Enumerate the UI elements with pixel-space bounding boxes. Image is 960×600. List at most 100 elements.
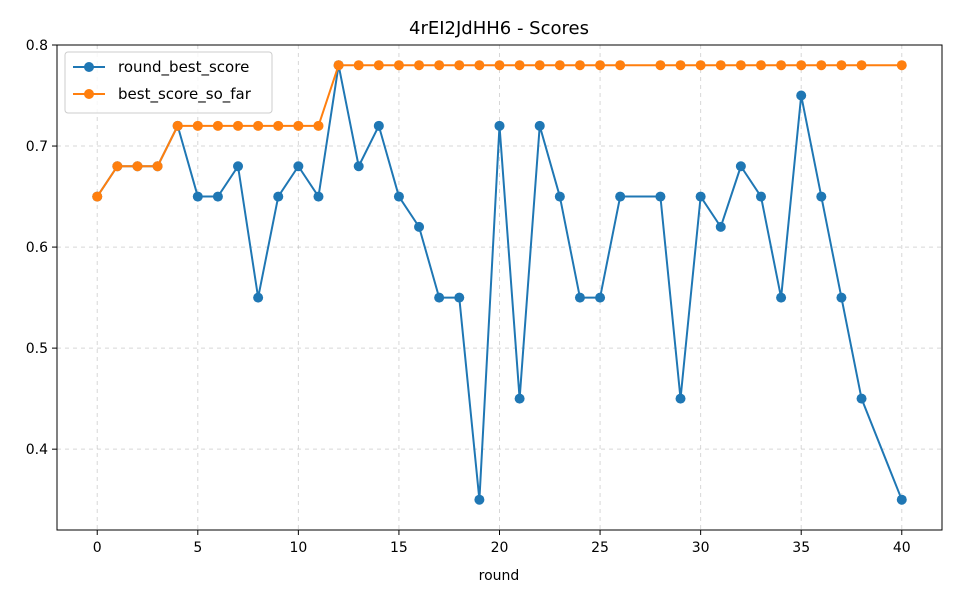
- data-point: [735, 161, 746, 172]
- data-point: [675, 393, 686, 404]
- data-point: [454, 60, 465, 71]
- data-point: [293, 161, 304, 172]
- data-point: [715, 221, 726, 232]
- data-point: [695, 191, 706, 202]
- data-point: [454, 292, 465, 303]
- data-point: [273, 191, 284, 202]
- data-point: [836, 60, 847, 71]
- data-point: [896, 494, 907, 505]
- data-point: [755, 60, 766, 71]
- data-point: [92, 191, 103, 202]
- x-tick-label: 40: [893, 540, 911, 556]
- data-point: [414, 60, 425, 71]
- x-axis-label: round: [479, 568, 520, 584]
- data-point: [353, 161, 364, 172]
- data-point: [554, 60, 565, 71]
- legend-marker: [84, 62, 94, 72]
- data-point: [776, 292, 787, 303]
- x-tick-label: 35: [792, 540, 810, 556]
- y-tick-label: 0.7: [26, 139, 48, 155]
- data-point: [152, 161, 163, 172]
- data-point: [373, 60, 384, 71]
- data-point: [172, 120, 183, 131]
- data-point: [534, 120, 545, 131]
- data-point: [112, 161, 123, 172]
- data-point: [856, 393, 867, 404]
- y-tick-label: 0.4: [26, 442, 48, 458]
- data-point: [313, 120, 324, 131]
- data-point: [675, 60, 686, 71]
- data-point: [132, 161, 143, 172]
- data-point: [816, 60, 827, 71]
- data-point: [293, 120, 304, 131]
- data-point: [233, 161, 244, 172]
- data-point: [615, 191, 626, 202]
- legend: round_best_score best_score_so_far: [64, 51, 273, 114]
- data-point: [554, 191, 565, 202]
- x-tick-label: 15: [390, 540, 408, 556]
- x-tick-label: 5: [193, 540, 202, 556]
- grid: [57, 44, 942, 530]
- data-point: [192, 120, 203, 131]
- x-tick-label: 0: [93, 540, 102, 556]
- data-point: [655, 60, 666, 71]
- y-tick-label: 0.6: [26, 240, 48, 256]
- legend-marker: [84, 89, 94, 99]
- y-axis: 0.4 0.5 0.6 0.7 0.8: [26, 38, 57, 458]
- data-point: [856, 60, 867, 71]
- x-tick-label: 25: [591, 540, 609, 556]
- data-point: [494, 120, 505, 131]
- data-point: [212, 191, 223, 202]
- data-point: [434, 292, 445, 303]
- data-point: [192, 191, 203, 202]
- data-point: [414, 221, 425, 232]
- data-point: [233, 120, 244, 131]
- data-point: [796, 90, 807, 101]
- data-point: [735, 60, 746, 71]
- data-point: [353, 60, 364, 71]
- data-point: [253, 292, 264, 303]
- legend-box: [64, 51, 273, 114]
- data-point: [896, 60, 907, 71]
- x-tick-label: 20: [491, 540, 509, 556]
- data-point: [776, 60, 787, 71]
- data-point: [655, 191, 666, 202]
- data-point: [373, 120, 384, 131]
- y-tick-label: 0.8: [26, 38, 48, 54]
- data-point: [534, 60, 545, 71]
- chart-title: 4rEI2JdHH6 - Scores: [409, 18, 589, 39]
- data-point: [514, 393, 525, 404]
- data-point: [514, 60, 525, 71]
- data-point: [333, 60, 344, 71]
- data-point: [273, 120, 284, 131]
- data-point: [313, 191, 324, 202]
- series-best_score_so_far: [92, 60, 907, 202]
- legend-label: best_score_so_far: [118, 85, 252, 104]
- x-tick-label: 10: [289, 540, 307, 556]
- data-point: [595, 60, 606, 71]
- data-point: [393, 60, 404, 71]
- data-point: [615, 60, 626, 71]
- x-tick-label: 30: [692, 540, 710, 556]
- data-point: [836, 292, 847, 303]
- data-point: [474, 494, 485, 505]
- data-point: [816, 191, 827, 202]
- data-point: [595, 292, 606, 303]
- data-point: [796, 60, 807, 71]
- data-point: [715, 60, 726, 71]
- data-point: [393, 191, 404, 202]
- legend-label: round_best_score: [118, 58, 249, 77]
- data-point: [212, 120, 223, 131]
- data-point: [755, 191, 766, 202]
- data-point: [434, 60, 445, 71]
- data-point: [574, 60, 585, 71]
- x-axis: 0 5 10 15 20 25 30 35 40: [93, 530, 911, 556]
- data-point: [695, 60, 706, 71]
- data-point: [474, 60, 485, 71]
- data-point: [574, 292, 585, 303]
- y-tick-label: 0.5: [26, 341, 48, 357]
- data-point: [253, 120, 264, 131]
- data-point: [494, 60, 505, 71]
- series-layer: [92, 60, 907, 505]
